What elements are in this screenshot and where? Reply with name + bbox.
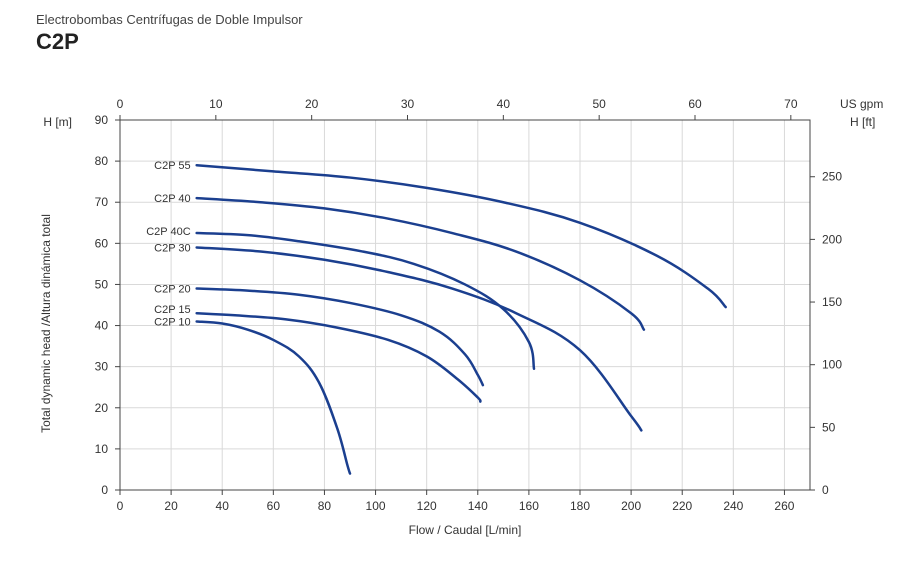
curve-label: C2P 55: [154, 160, 191, 172]
curve-label: C2P 40C: [146, 226, 190, 238]
svg-text:50: 50: [822, 420, 836, 434]
pump-curve-chart: 020406080100120140160180200220240260Flow…: [0, 70, 900, 550]
svg-text:40: 40: [95, 319, 109, 333]
svg-text:250: 250: [822, 170, 842, 184]
svg-text:200: 200: [822, 232, 842, 246]
svg-text:10: 10: [95, 442, 109, 456]
svg-text:100: 100: [822, 358, 842, 372]
curve-label: C2P 30: [154, 242, 191, 254]
svg-text:50: 50: [95, 277, 109, 291]
svg-text:30: 30: [95, 360, 109, 374]
svg-text:90: 90: [95, 113, 109, 127]
curve-label: C2P 15: [154, 304, 191, 316]
svg-text:H [ft]: H [ft]: [850, 115, 875, 129]
svg-text:120: 120: [417, 499, 437, 513]
svg-text:0: 0: [822, 483, 829, 497]
curve-label: C2P 40: [154, 193, 191, 205]
svg-text:150: 150: [822, 295, 842, 309]
svg-text:60: 60: [267, 499, 281, 513]
chart-subtitle: Electrobombas Centrífugas de Doble Impul…: [36, 12, 303, 27]
svg-text:220: 220: [672, 499, 692, 513]
svg-text:0: 0: [117, 97, 124, 111]
svg-text:80: 80: [95, 154, 109, 168]
svg-text:20: 20: [164, 499, 178, 513]
curve-c2p-30: [197, 247, 642, 430]
chart-title-block: Electrobombas Centrífugas de Doble Impul…: [36, 12, 303, 55]
svg-text:0: 0: [117, 499, 124, 513]
svg-text:70: 70: [784, 97, 798, 111]
svg-text:260: 260: [774, 499, 794, 513]
svg-text:140: 140: [468, 499, 488, 513]
svg-text:Flow / Caudal [L/min]: Flow / Caudal [L/min]: [409, 523, 522, 537]
svg-text:50: 50: [592, 97, 606, 111]
curve-label: C2P 10: [154, 316, 191, 328]
svg-text:100: 100: [366, 499, 386, 513]
svg-text:60: 60: [688, 97, 702, 111]
svg-text:US gpm: US gpm: [840, 97, 883, 111]
svg-text:70: 70: [95, 195, 109, 209]
chart-title: C2P: [36, 29, 303, 55]
curve-c2p-40: [197, 198, 644, 330]
svg-text:160: 160: [519, 499, 539, 513]
svg-text:40: 40: [216, 499, 230, 513]
curve-c2p-40c: [197, 233, 534, 369]
svg-text:0: 0: [101, 483, 108, 497]
svg-text:60: 60: [95, 236, 109, 250]
svg-text:200: 200: [621, 499, 641, 513]
svg-text:80: 80: [318, 499, 332, 513]
svg-text:40: 40: [497, 97, 511, 111]
svg-text:20: 20: [95, 401, 109, 415]
svg-text:20: 20: [305, 97, 319, 111]
svg-text:10: 10: [209, 97, 223, 111]
svg-text:30: 30: [401, 97, 415, 111]
svg-text:180: 180: [570, 499, 590, 513]
curve-label: C2P 20: [154, 284, 191, 296]
curve-c2p-20: [197, 289, 483, 386]
svg-text:240: 240: [723, 499, 743, 513]
svg-text:Total dynamic head /Altura din: Total dynamic head /Altura dinámica tota…: [39, 214, 53, 433]
svg-text:H [m]: H [m]: [43, 115, 72, 129]
